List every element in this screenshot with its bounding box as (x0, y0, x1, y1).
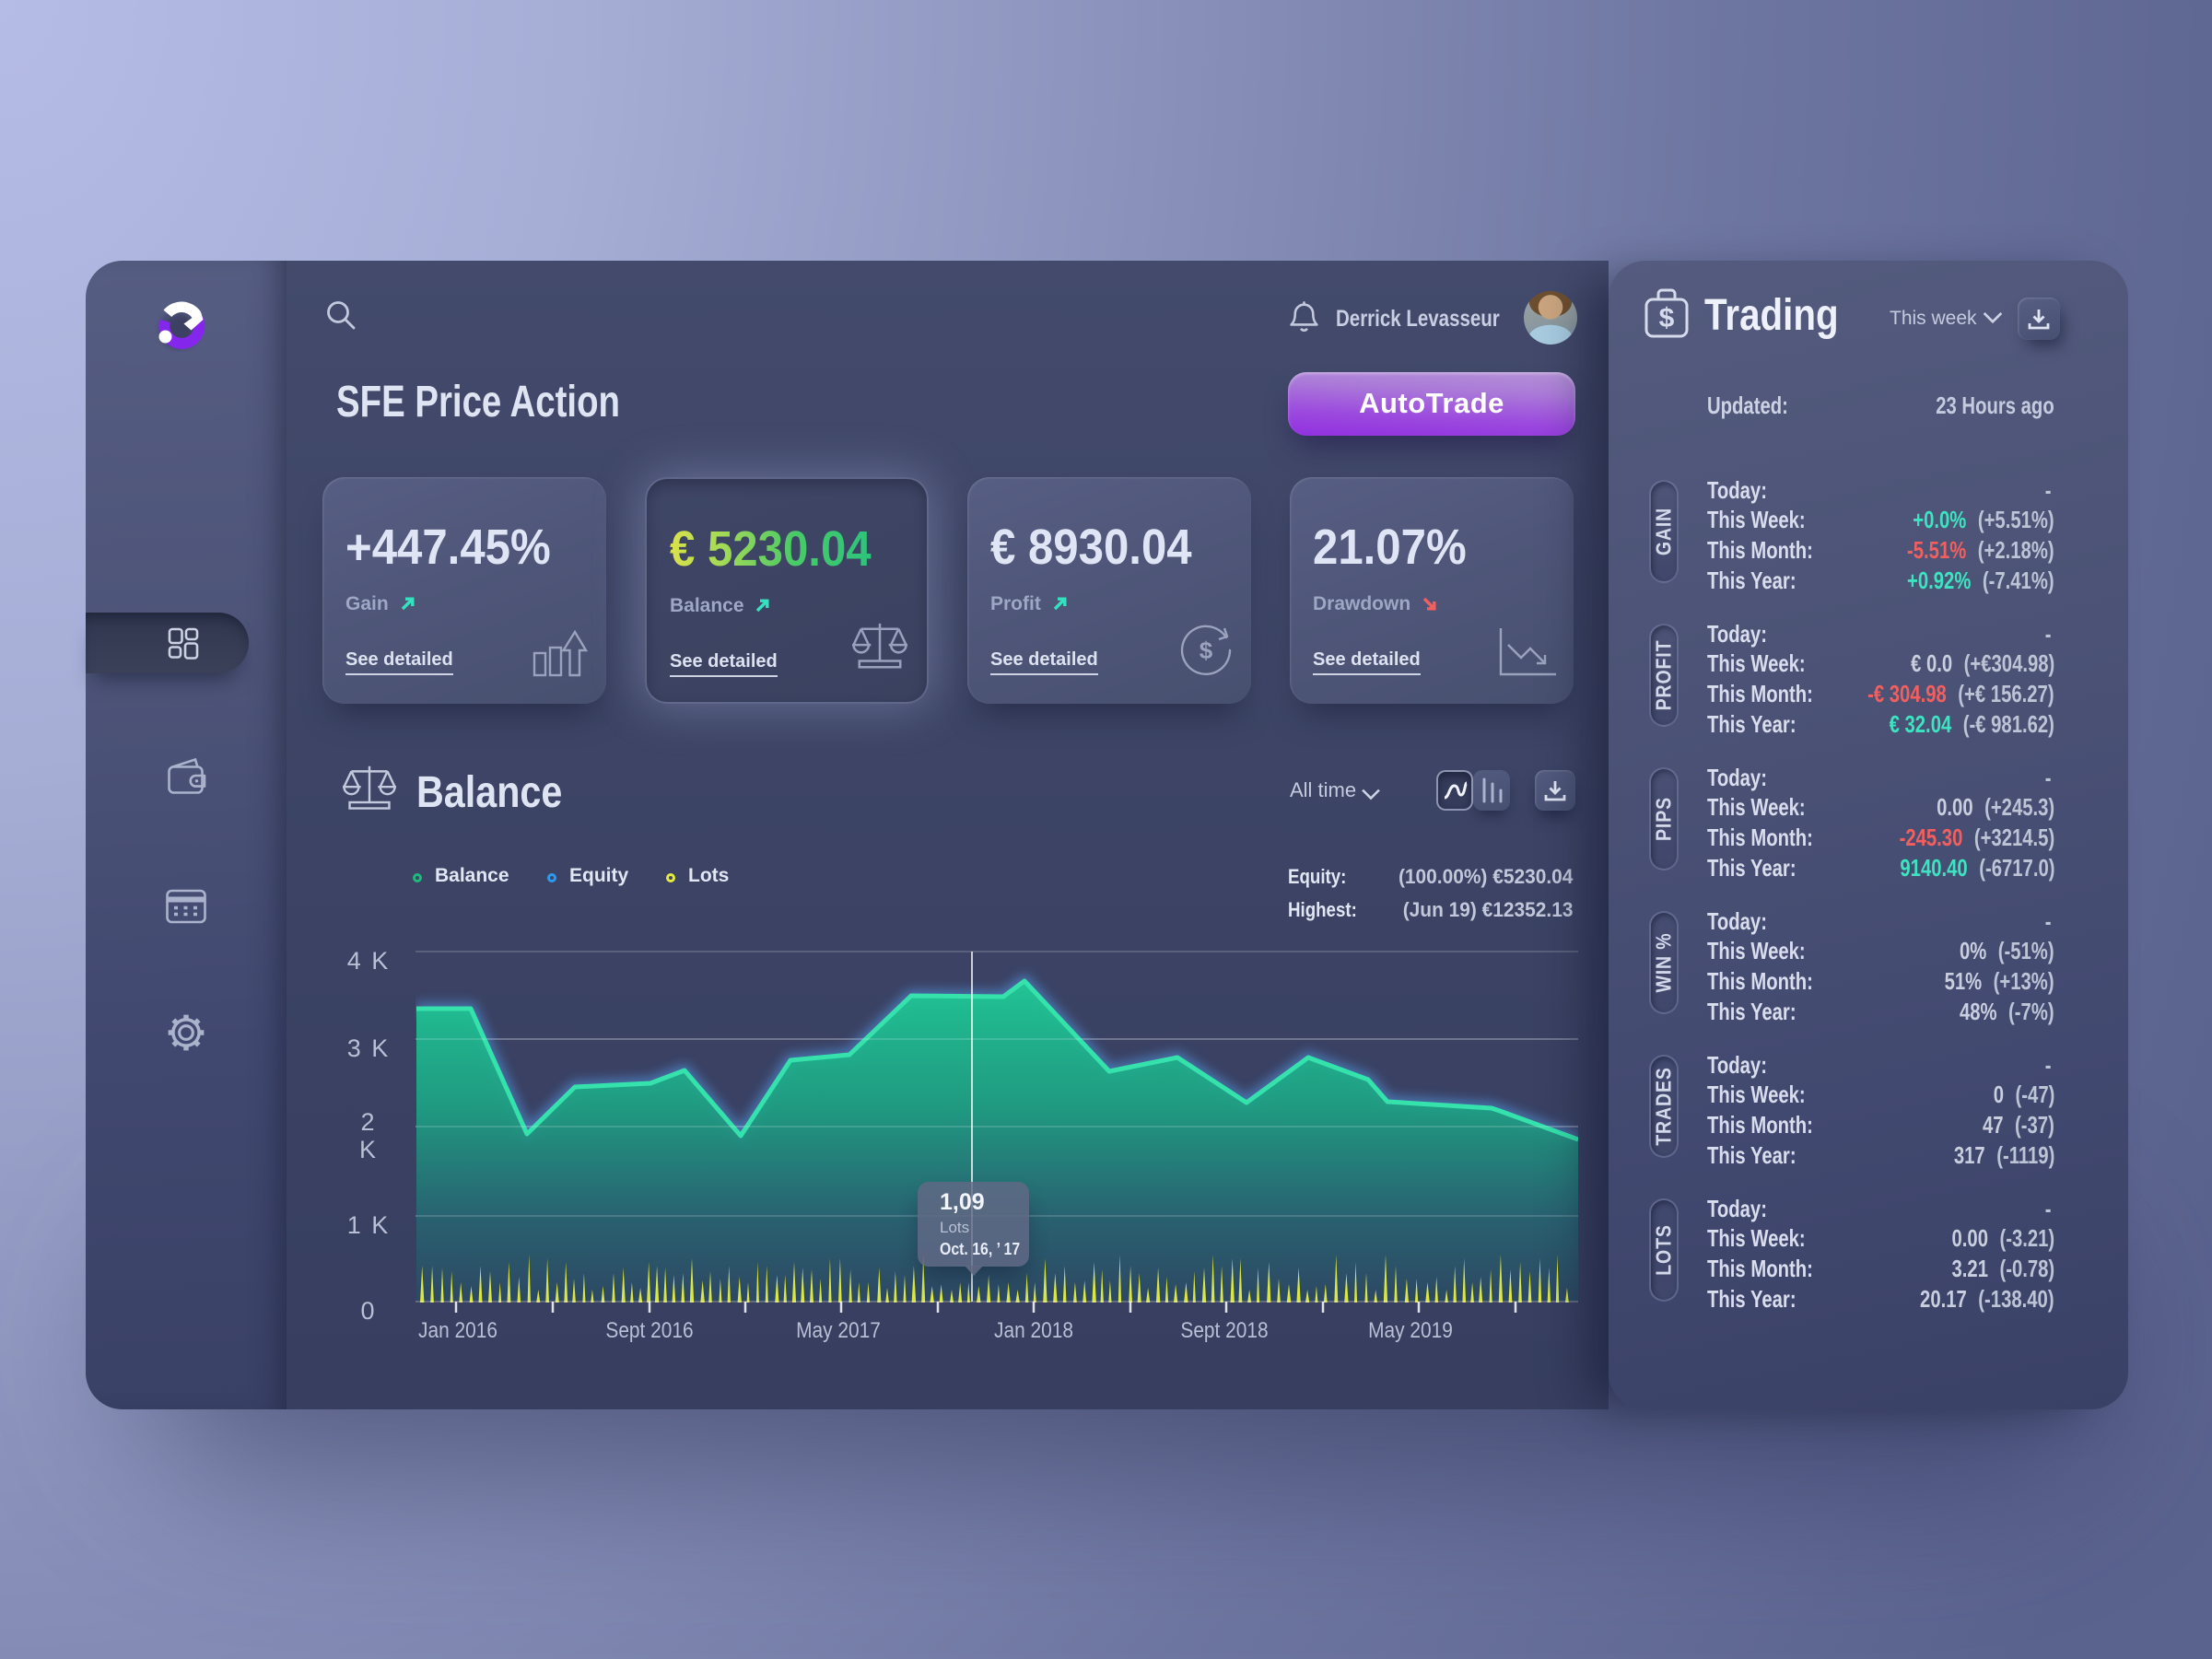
svg-text:$: $ (1200, 637, 1213, 664)
svg-text:$: $ (1659, 303, 1675, 333)
